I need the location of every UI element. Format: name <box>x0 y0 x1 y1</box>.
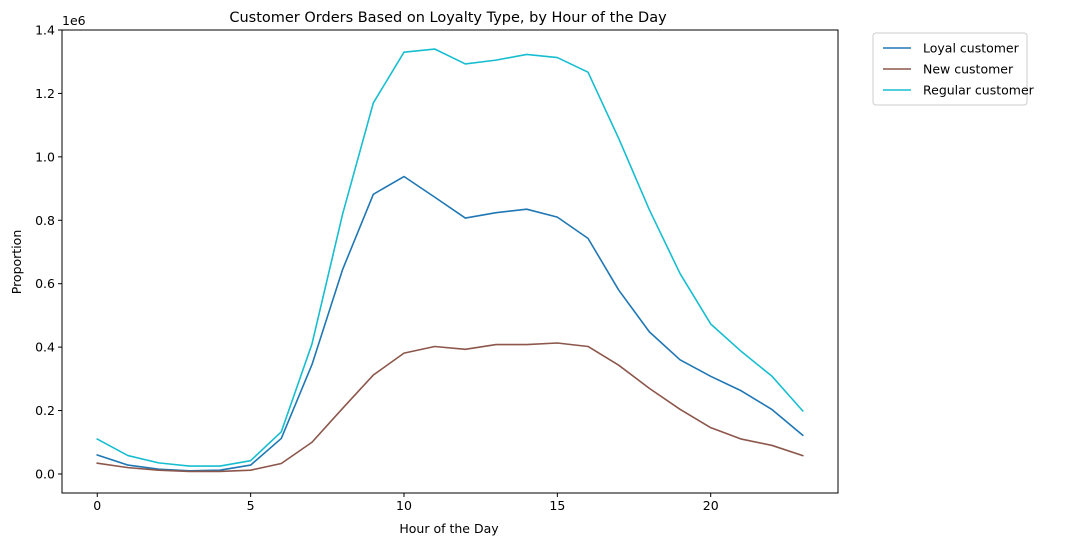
legend-label: Regular customer <box>923 83 1035 98</box>
y-tick-label: 1.0 <box>35 149 55 164</box>
y-tick-label: 0.2 <box>35 403 55 418</box>
x-tick-label: 15 <box>549 498 565 513</box>
chart-title: Customer Orders Based on Loyalty Type, b… <box>229 10 667 26</box>
y-tick-label: 0.8 <box>35 213 55 228</box>
legend-box <box>872 32 1028 106</box>
x-axis-ticks: 0 5 10 15 20 <box>93 493 719 513</box>
series-line-loyal-customer <box>96 175 804 472</box>
legend-label: Loyal customer <box>923 41 1020 56</box>
x-axis-label: Hour of the Day <box>399 521 499 536</box>
y-axis-ticks: 0.0 0.2 0.4 0.6 0.8 1.0 1.2 1.4 <box>35 23 62 481</box>
plot-area-frame <box>61 29 839 494</box>
plot-lines <box>96 48 804 473</box>
y-axis-label: Proportion <box>9 230 24 295</box>
legend-label: New customer <box>923 62 1014 77</box>
x-tick-label: 20 <box>703 498 719 513</box>
y-tick-label: 0.0 <box>35 466 55 481</box>
y-tick-label: 0.4 <box>35 340 55 355</box>
x-tick-label: 10 <box>396 498 412 513</box>
series-line-new-customer <box>96 342 804 473</box>
y-tick-label: 0.6 <box>35 276 55 291</box>
y-tick-label: 1.2 <box>35 86 55 101</box>
x-tick-label: 0 <box>93 498 101 513</box>
y-axis-offset-label: 1e6 <box>62 13 86 28</box>
x-tick-label: 5 <box>247 498 255 513</box>
series-line-regular-customer <box>96 48 804 467</box>
legend: Loyal customer New customer Regular custom… <box>872 32 1035 106</box>
y-tick-label: 1.4 <box>35 23 55 38</box>
